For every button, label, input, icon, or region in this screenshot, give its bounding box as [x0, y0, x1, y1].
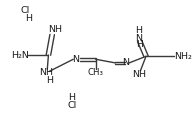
Text: H: H [46, 76, 53, 85]
Text: H: H [25, 14, 32, 23]
Text: N: N [135, 34, 142, 43]
Text: NH: NH [40, 68, 54, 77]
Text: NH₂: NH₂ [175, 52, 192, 61]
Text: H₂N: H₂N [11, 51, 29, 60]
Text: H: H [136, 40, 143, 49]
Text: NH: NH [48, 25, 62, 34]
Text: H: H [68, 93, 75, 102]
Text: Cl: Cl [67, 101, 76, 110]
Text: CH₃: CH₃ [88, 68, 104, 77]
Text: Cl: Cl [21, 6, 30, 15]
Text: H: H [135, 26, 142, 35]
Text: NH: NH [132, 70, 146, 79]
Text: N: N [122, 58, 129, 67]
Text: N: N [73, 55, 80, 64]
